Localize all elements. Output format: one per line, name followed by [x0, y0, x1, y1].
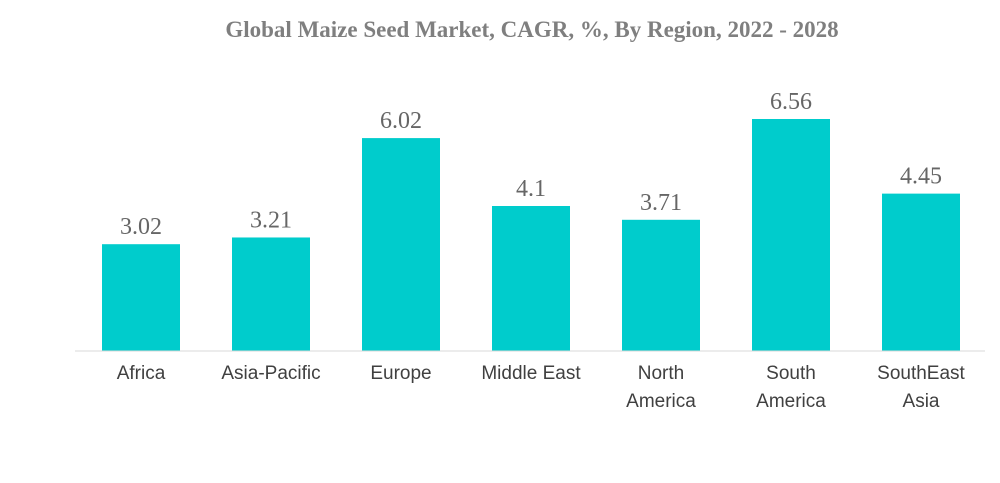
- category-label-line: Middle East: [481, 363, 581, 384]
- bar-5: [752, 119, 830, 351]
- bar-6: [882, 193, 960, 351]
- category-label-line: Asia: [903, 391, 940, 412]
- category-label-line: North: [638, 363, 684, 384]
- bar-0: [102, 244, 180, 351]
- category-label-line: America: [756, 391, 826, 412]
- bar-4: [622, 219, 700, 351]
- value-label-1: 3.21: [250, 207, 292, 233]
- category-label-1: Asia-Pacific: [221, 363, 320, 384]
- bar-1: [232, 237, 310, 351]
- category-label-0: Africa: [117, 363, 166, 384]
- category-label-line: America: [626, 391, 696, 412]
- value-label-0: 3.02: [120, 214, 162, 240]
- value-label-5: 6.56: [770, 89, 812, 115]
- value-label-4: 3.71: [640, 190, 682, 216]
- category-label-6: SouthEast Asia: [877, 363, 965, 412]
- category-label-4: North America: [626, 363, 696, 412]
- value-label-2: 6.02: [380, 108, 422, 134]
- bar-2: [362, 138, 440, 351]
- category-label-line: South: [766, 363, 816, 384]
- bars-group: [102, 119, 960, 351]
- value-label-6: 4.45: [900, 164, 942, 190]
- category-labels-group: Africa Asia-Pacific Europe Middle East North…: [117, 363, 966, 412]
- category-label-line: Europe: [370, 363, 431, 384]
- category-label-3: Middle East: [481, 363, 581, 384]
- chart-title: Global Maize Seed Market, CAGR, %, By Re…: [225, 17, 838, 42]
- category-label-line: SouthEast: [877, 363, 965, 384]
- category-label-line: Asia-Pacific: [221, 363, 320, 384]
- value-label-3: 4.1: [516, 176, 546, 202]
- category-label-2: Europe: [370, 363, 431, 384]
- value-labels-group: 3.02 3.21 6.02 4.1 3.71 6.56 4.45: [120, 89, 942, 240]
- category-label-5: South America: [756, 363, 826, 412]
- bar-3: [492, 206, 570, 351]
- category-label-line: Africa: [117, 363, 166, 384]
